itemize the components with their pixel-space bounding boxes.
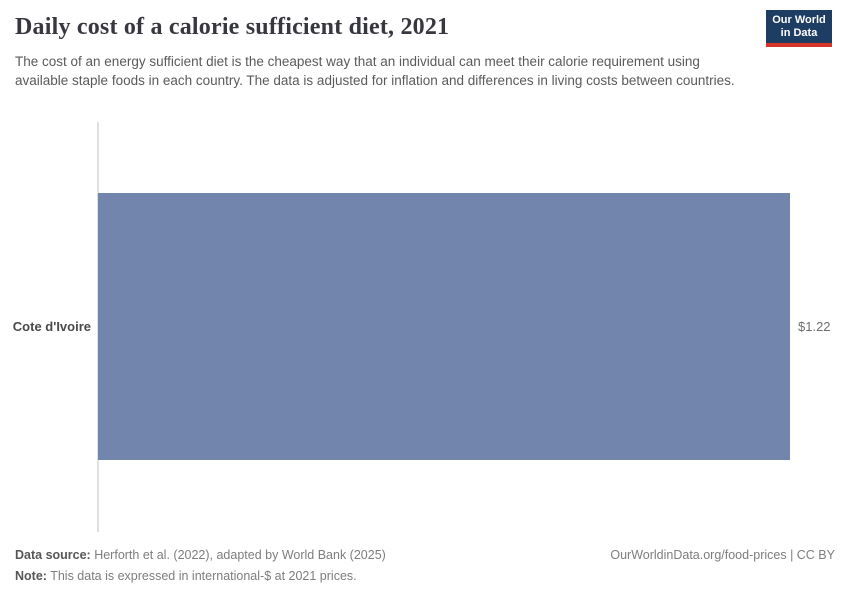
value-label: $1.22 — [798, 319, 831, 334]
chart-title: Daily cost of a calorie sufficient diet,… — [15, 14, 450, 40]
owid-logo-line1: Our World — [772, 14, 826, 26]
note-label: Note: — [15, 569, 47, 583]
entity-label: Cote d'Ivoire — [12, 319, 91, 334]
owid-logo[interactable]: Our World in Data — [766, 10, 832, 47]
chart-area: Cote d'Ivoire $1.22 — [0, 122, 850, 532]
data-source-line: Data source: Herforth et al. (2022), ada… — [15, 545, 386, 566]
chart-subtitle: The cost of an energy sufficient diet is… — [15, 54, 735, 88]
note-line: Note: This data is expressed in internat… — [15, 566, 386, 587]
y-axis-line — [97, 122, 99, 532]
note-text: This data is expressed in international-… — [46, 569, 357, 583]
data-source-label: Data source: — [15, 548, 91, 562]
credit-link[interactable]: OurWorldinData.org/food-prices | CC BY — [610, 548, 835, 562]
owid-logo-line2: in Data — [780, 27, 818, 39]
bar-row: Cote d'Ivoire $1.22 — [0, 193, 831, 460]
footer-left: Data source: Herforth et al. (2022), ada… — [15, 545, 386, 587]
footer: Data source: Herforth et al. (2022), ada… — [15, 545, 835, 587]
bar[interactable] — [98, 193, 790, 460]
data-source-text: Herforth et al. (2022), adapted by World… — [90, 548, 386, 562]
plot-area: $1.22 — [98, 193, 831, 460]
